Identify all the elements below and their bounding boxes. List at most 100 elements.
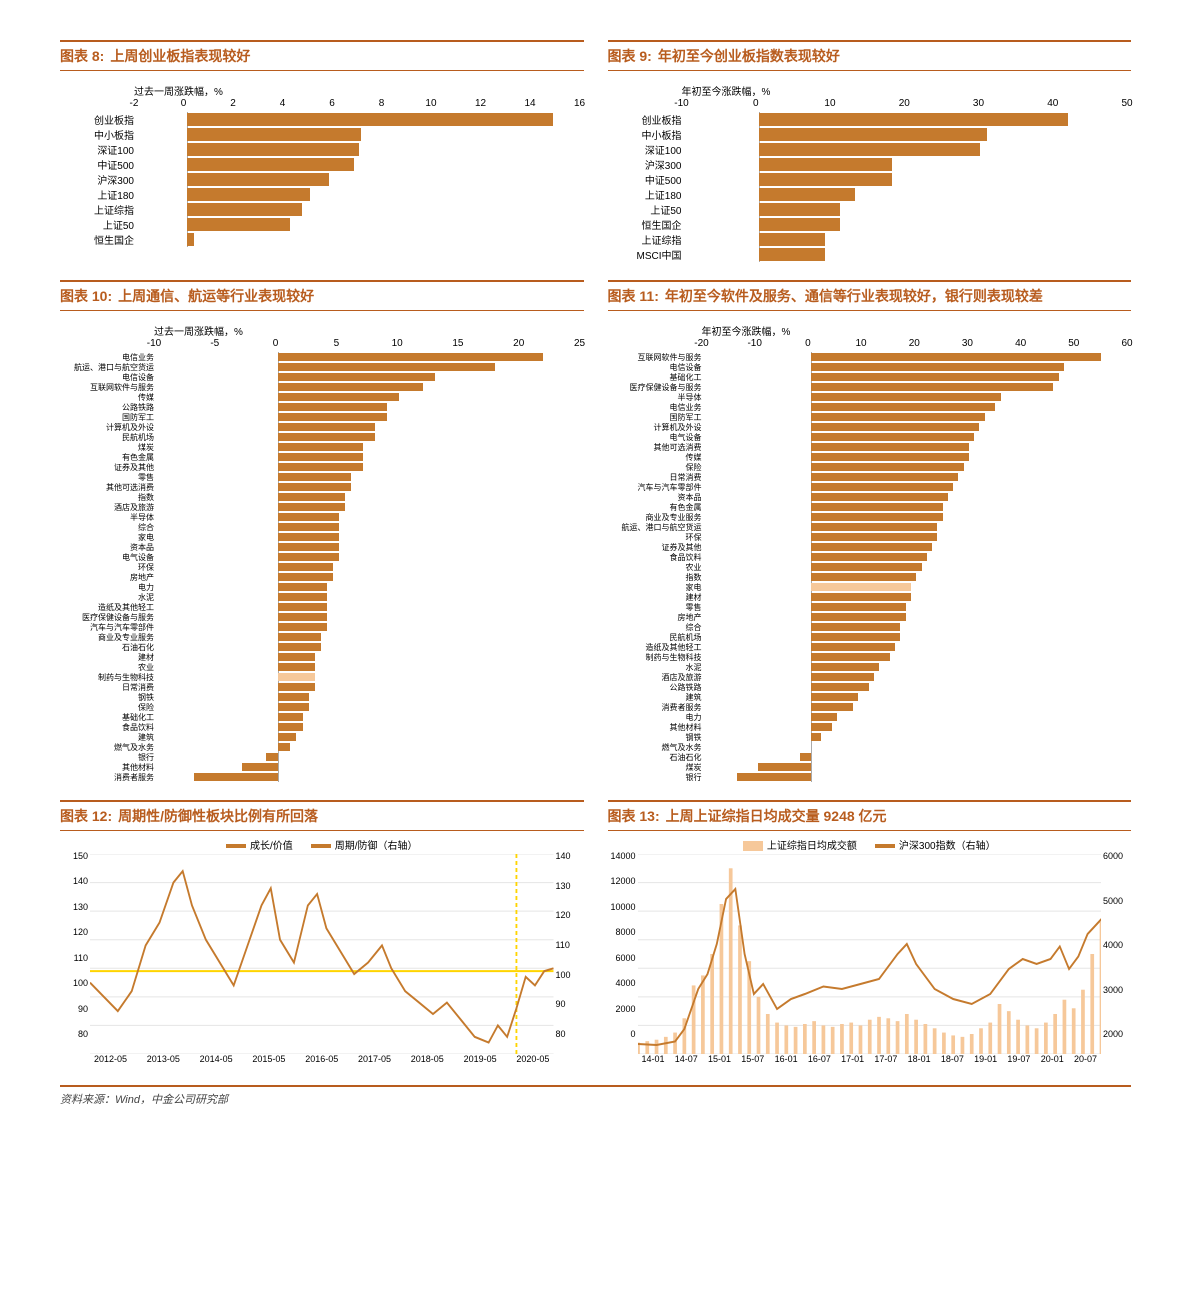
legend: 上证综指日均成交额沪深300指数（右轴） <box>608 837 1132 852</box>
bar-row: 制药与生物科技 <box>612 652 1128 662</box>
chart-12-title-text: 周期性/防御性板块比例有所回落 <box>118 806 318 826</box>
bar-row: 其他材料 <box>64 762 580 772</box>
bar-label: 上证180 <box>64 187 138 202</box>
bar-row: 电力 <box>64 582 580 592</box>
bar <box>811 693 858 701</box>
bar-row: 商业及专业服务 <box>612 512 1128 522</box>
bar <box>278 563 332 571</box>
bar <box>758 763 811 771</box>
bar-row: 保险 <box>612 462 1128 472</box>
bar-label: 消费者服务 <box>64 772 158 783</box>
footer-source: 资料来源：Wind，中金公司研究部 <box>60 1085 1131 1107</box>
bar-row: 上证180 <box>64 187 580 202</box>
bar <box>811 433 974 441</box>
bar <box>278 593 326 601</box>
chart-13: 图表 13: 上周上证综指日均成交量 9248 亿元 上证综指日均成交额沪深30… <box>608 800 1132 1067</box>
legend: 成长/价值周期/防御（右轴） <box>60 837 584 852</box>
bar <box>278 413 386 421</box>
bar-row: 煤炭 <box>64 442 580 452</box>
bar-row: 电信业务 <box>64 352 580 362</box>
bar-row: 电力 <box>612 712 1128 722</box>
bar-row: 公路铁路 <box>612 682 1128 692</box>
bar <box>278 703 308 711</box>
bar-row: 汽车与汽车零部件 <box>612 482 1128 492</box>
bar-row: 造纸及其他轻工 <box>612 642 1128 652</box>
bar <box>278 393 398 401</box>
bar-row: 深证100 <box>612 142 1128 157</box>
bar <box>187 233 194 246</box>
axis-title: 过去一周涨跌幅，% <box>154 323 580 338</box>
x-axis: -10-50510152025 <box>154 338 580 352</box>
x-axis: 14-0114-0715-0115-0716-0116-0717-0117-07… <box>638 1054 1102 1064</box>
bar <box>759 128 987 141</box>
chart-10-body: 过去一周涨跌幅，%-10-50510152025电信业务航运、港口与航空货运电信… <box>60 317 584 788</box>
chart-13-body: 上证综指日均成交额沪深300指数（右轴）14000120001000080006… <box>608 837 1132 1067</box>
bar <box>187 188 310 201</box>
bar-row: 汽车与汽车零部件 <box>64 622 580 632</box>
x-axis: -20-100102030405060 <box>702 338 1128 352</box>
bar <box>811 593 911 601</box>
bar <box>278 683 314 691</box>
bar <box>278 503 344 511</box>
bar-row: 民航机场 <box>64 432 580 442</box>
bar-row: 有色金属 <box>612 502 1128 512</box>
chart-10: 图表 10: 上周通信、航运等行业表现较好 过去一周涨跌幅，%-10-50510… <box>60 280 584 788</box>
bar-label: 沪深300 <box>612 157 686 172</box>
bar-row: 沪深300 <box>64 172 580 187</box>
bar-row: 环保 <box>612 532 1128 542</box>
bar <box>278 433 374 441</box>
bar-row: 食品饮料 <box>612 552 1128 562</box>
bar-row: 日常消费 <box>64 682 580 692</box>
bar-row: 家电 <box>612 582 1128 592</box>
bar-row: 上证50 <box>612 202 1128 217</box>
bar <box>278 453 362 461</box>
bar <box>811 413 985 421</box>
chart-svg <box>638 854 1102 1054</box>
bar-row: 恒生国企 <box>64 232 580 247</box>
bar-row: 有色金属 <box>64 452 580 462</box>
x-axis: 2012-052013-052014-052015-052016-052017-… <box>90 1054 554 1064</box>
bar <box>278 633 320 641</box>
bar <box>278 603 326 611</box>
bar <box>278 463 362 471</box>
bar <box>800 753 811 761</box>
chart-8-body: 过去一周涨跌幅，%-20246810121416创业板指中小板指深证100中证5… <box>60 77 584 253</box>
bar-row: 建材 <box>612 592 1128 602</box>
bar-row: 其他可选消费 <box>612 442 1128 452</box>
bar <box>759 173 891 186</box>
bar-label: 上证综指 <box>64 202 138 217</box>
bar <box>811 493 948 501</box>
bar-row: 创业板指 <box>612 112 1128 127</box>
bar-row: 零售 <box>612 602 1128 612</box>
bar-row: 保险 <box>64 702 580 712</box>
bar-row: 电信设备 <box>612 362 1128 372</box>
bar-row: 半导体 <box>612 392 1128 402</box>
bar <box>278 533 338 541</box>
chart-12-prefix: 图表 12: <box>60 806 112 826</box>
bar <box>811 543 932 551</box>
bar <box>811 393 1001 401</box>
y-axis-left: 14000120001000080006000400020000 <box>608 851 636 1039</box>
bar-row: 石油石化 <box>64 642 580 652</box>
x-axis: -20246810121416 <box>134 98 580 112</box>
bar-label: MSCI中国 <box>612 247 686 262</box>
bar-label: 恒生国企 <box>612 217 686 232</box>
bar-row: 消费者服务 <box>612 702 1128 712</box>
bar-row: 消费者服务 <box>64 772 580 782</box>
bar-row: 食品饮料 <box>64 722 580 732</box>
bar-row: 建筑 <box>612 692 1128 702</box>
bar-row: 航运、港口与航空货运 <box>64 362 580 372</box>
bar-label: 沪深300 <box>64 172 138 187</box>
bar-row: 医疗保健设备与服务 <box>612 382 1128 392</box>
bar <box>278 483 350 491</box>
bar-row: 深证100 <box>64 142 580 157</box>
bar-row: 房地产 <box>612 612 1128 622</box>
bar <box>811 473 959 481</box>
bar-label: 创业板指 <box>64 112 138 127</box>
bar-row: 家电 <box>64 532 580 542</box>
bar-row: 其他材料 <box>612 722 1128 732</box>
bar-row: 燃气及水务 <box>64 742 580 752</box>
chart-10-title: 图表 10: 上周通信、航运等行业表现较好 <box>60 280 584 311</box>
bar <box>278 743 290 751</box>
bar-row: 钢铁 <box>612 732 1128 742</box>
